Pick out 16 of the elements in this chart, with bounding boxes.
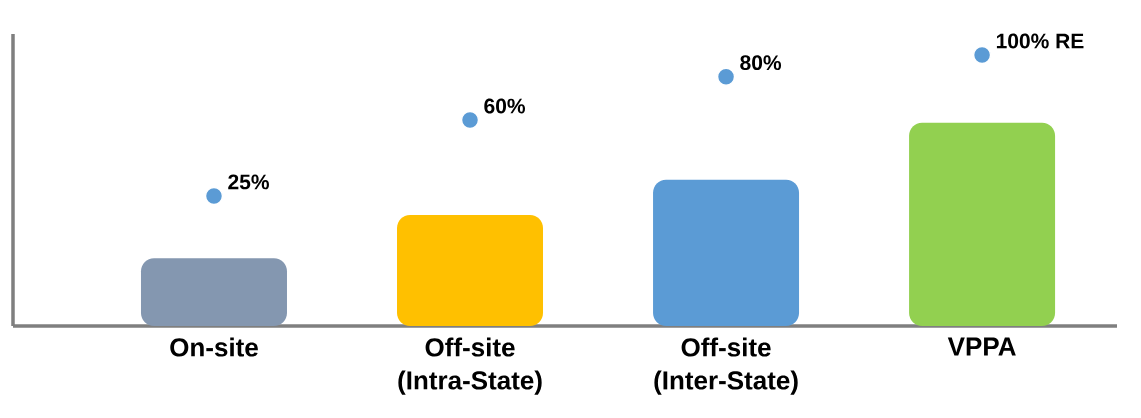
point <box>204 186 224 206</box>
x-tick-label: Off-site (Intra-State) <box>398 337 542 395</box>
bar <box>653 179 800 326</box>
annotation: 100% RE <box>996 33 1084 49</box>
point <box>716 67 736 86</box>
bar <box>140 258 287 326</box>
bar <box>909 122 1056 326</box>
annotation: 25% <box>228 174 269 190</box>
bar <box>397 214 544 326</box>
x-tick-label: Off-site (Inter-State) <box>654 337 798 395</box>
annotation: 60% <box>484 98 526 114</box>
point <box>972 45 992 65</box>
x-tick-label: On-site <box>170 337 258 357</box>
annotation: 80% <box>740 55 782 71</box>
x-tick-label: VPPA <box>947 337 1016 356</box>
point <box>460 110 480 130</box>
